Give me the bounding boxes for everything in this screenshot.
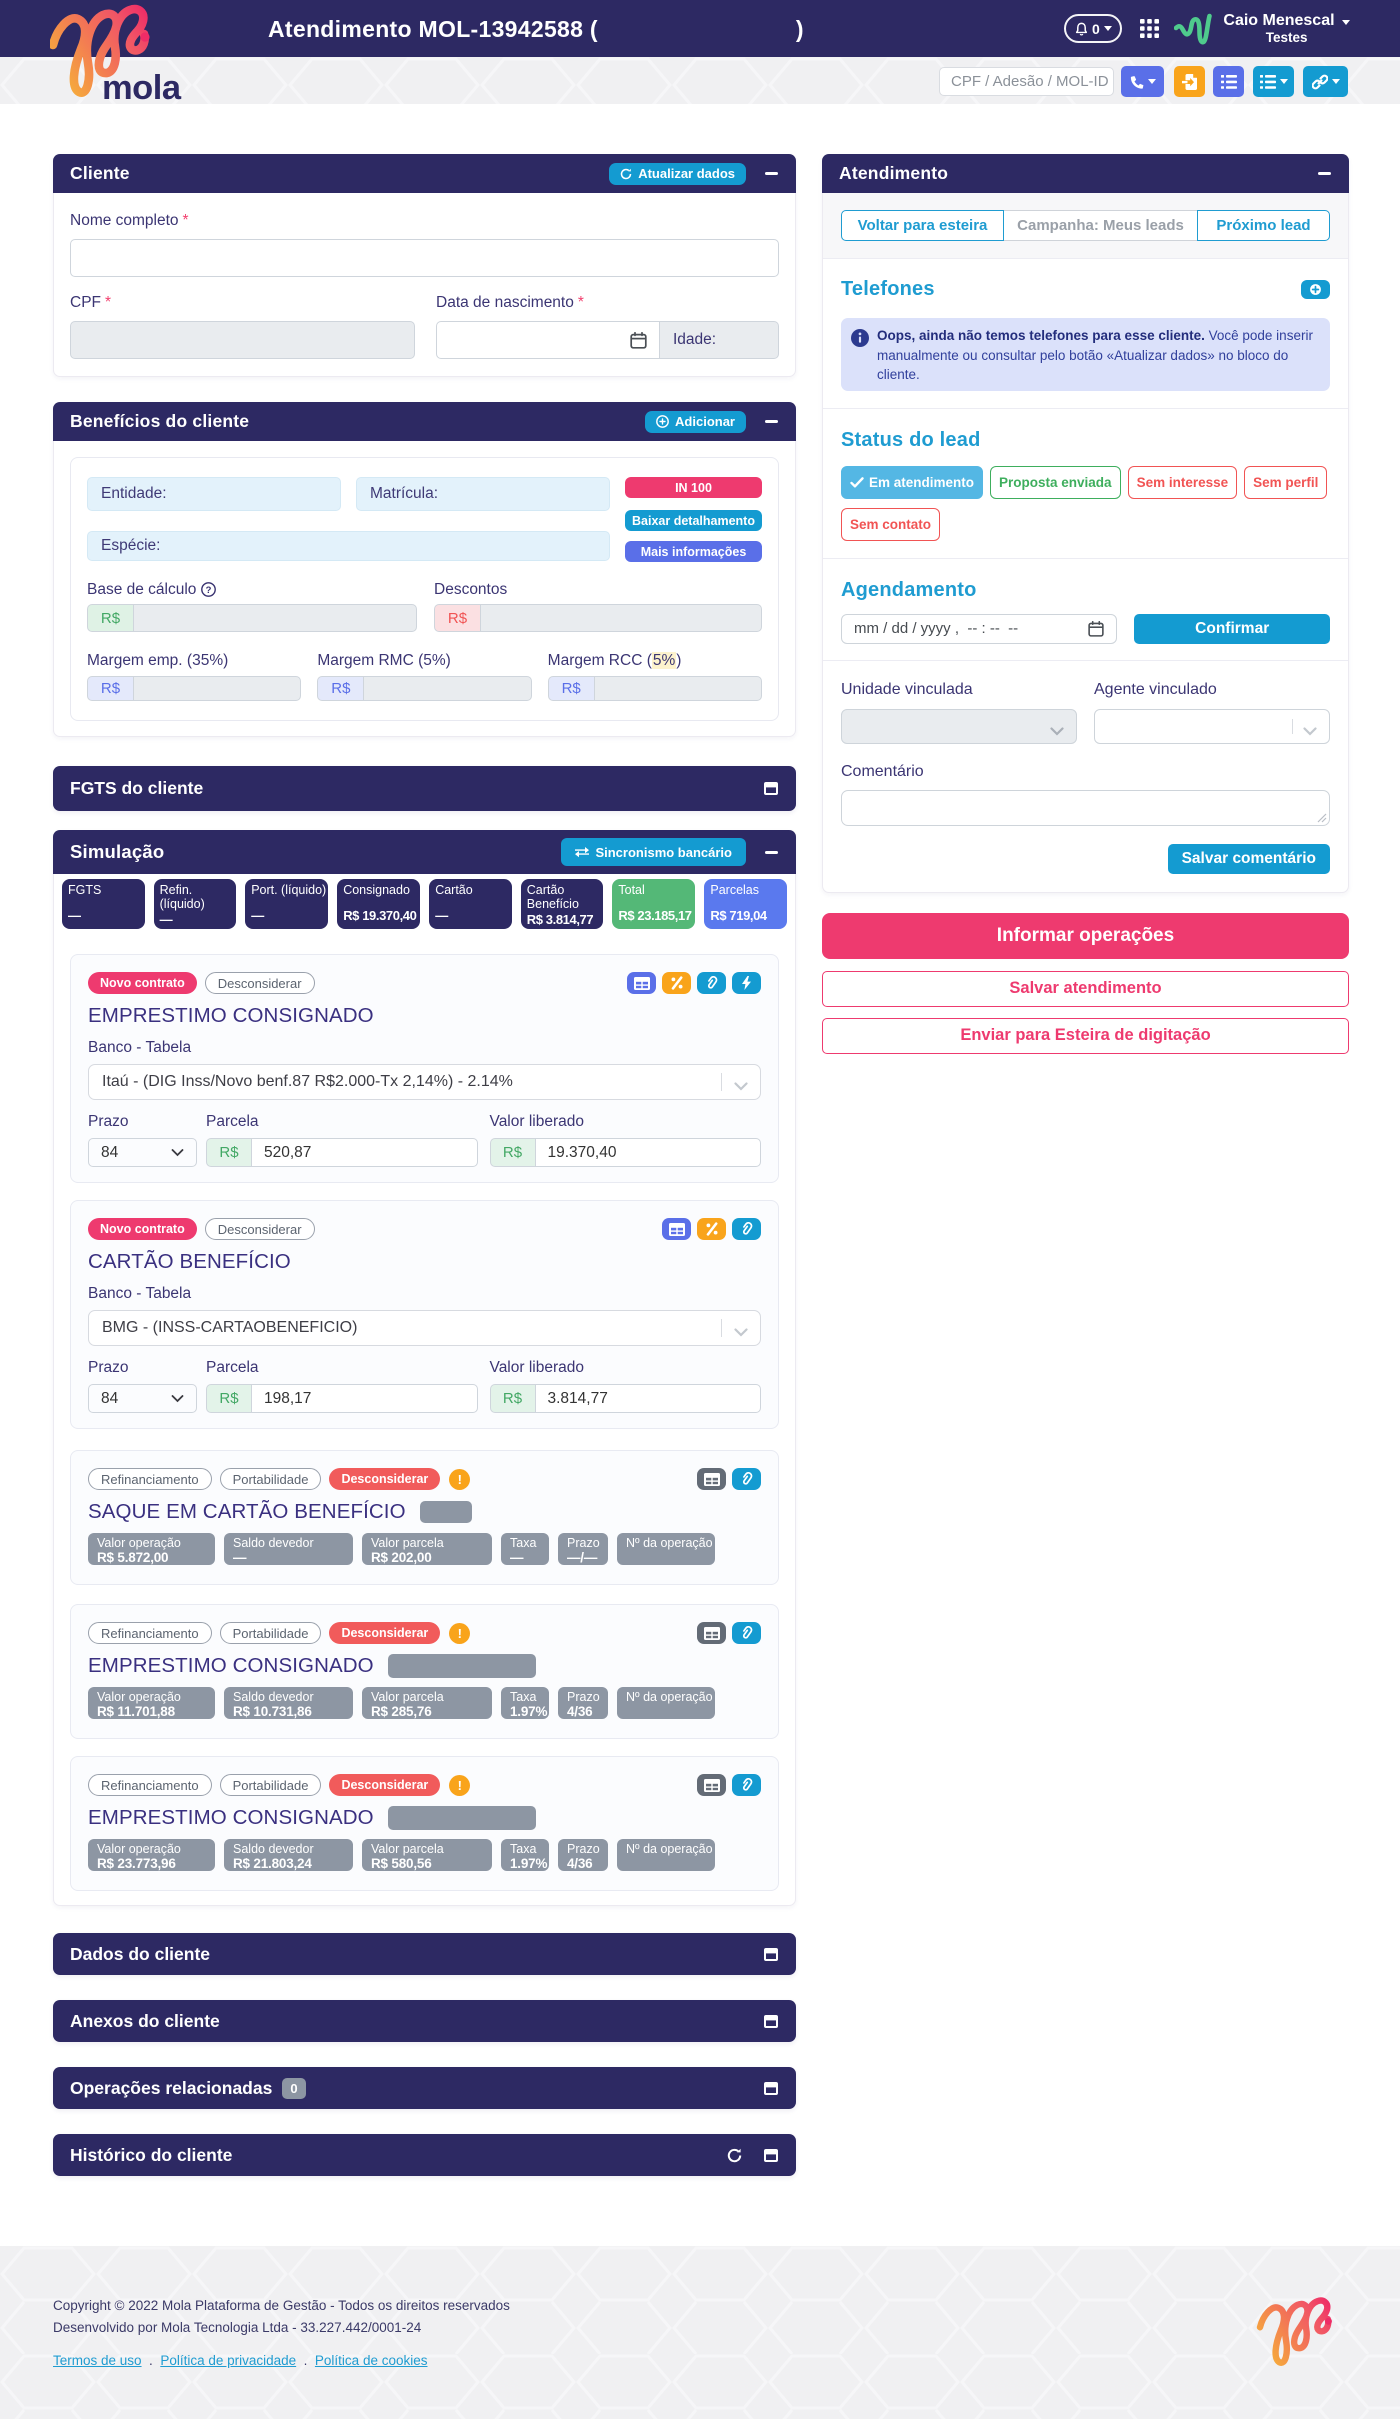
svg-text:?: ?	[205, 585, 211, 596]
svg-text:mola: mola	[102, 69, 182, 103]
